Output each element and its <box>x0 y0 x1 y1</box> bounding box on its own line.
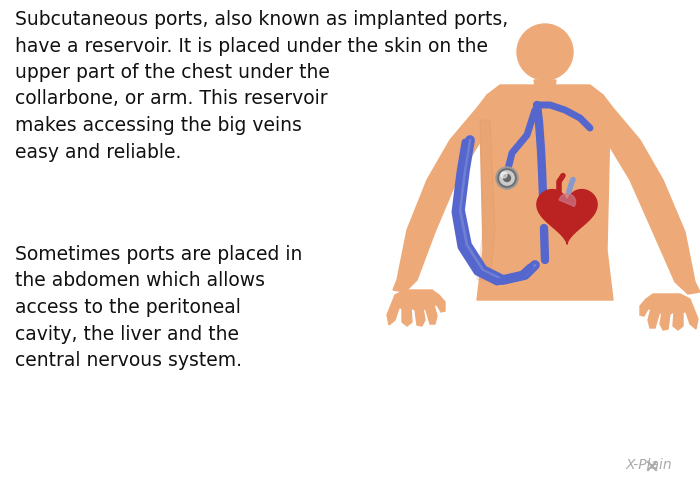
Polygon shape <box>593 95 700 294</box>
Polygon shape <box>477 120 495 280</box>
Circle shape <box>500 171 514 185</box>
Circle shape <box>517 24 573 80</box>
Text: Sometimes ports are placed in
the abdomen which allows
access to the peritoneal
: Sometimes ports are placed in the abdome… <box>15 245 302 370</box>
Text: Subcutaneous ports, also known as implanted ports,
have a reservoir. It is place: Subcutaneous ports, also known as implan… <box>15 10 508 161</box>
Circle shape <box>501 172 507 178</box>
Polygon shape <box>477 95 613 300</box>
Polygon shape <box>393 95 497 292</box>
Polygon shape <box>534 80 556 92</box>
Polygon shape <box>559 193 575 206</box>
Polygon shape <box>640 294 698 330</box>
Polygon shape <box>487 85 603 95</box>
Polygon shape <box>537 190 597 244</box>
Circle shape <box>496 167 518 189</box>
Text: X-Plain: X-Plain <box>625 458 672 472</box>
Circle shape <box>503 175 510 181</box>
Polygon shape <box>387 290 445 326</box>
